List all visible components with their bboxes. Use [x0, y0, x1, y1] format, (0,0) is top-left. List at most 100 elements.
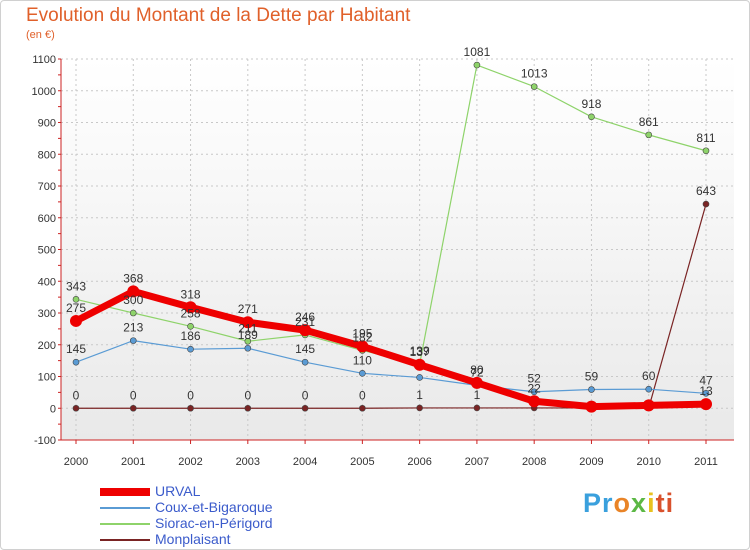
legend-label: Monplaisant	[155, 531, 231, 547]
data-point	[127, 285, 140, 298]
x-tick-label: 2007	[465, 456, 489, 468]
x-tick-label: 2001	[121, 456, 145, 468]
data-point	[416, 404, 423, 412]
legend-item: Siorac-en-Périgord	[100, 515, 360, 532]
proxiti-logo: Proxiti	[583, 488, 675, 518]
legend-item: URVAL	[100, 483, 360, 500]
data-point	[241, 316, 254, 329]
data-point	[530, 83, 538, 90]
data-label: 811	[696, 131, 715, 145]
data-point	[129, 337, 137, 344]
data-label: 643	[696, 184, 716, 198]
chart-title: Evolution du Montant de la Dette par Hab…	[26, 5, 411, 26]
data-point	[588, 386, 595, 393]
y-tick-label: -100	[34, 435, 56, 447]
data-label: 211	[238, 321, 257, 335]
y-tick-label: 700	[38, 181, 56, 193]
data-label: 60	[642, 369, 656, 383]
data-point	[702, 200, 710, 208]
y-tick-label: 200	[38, 340, 56, 352]
data-point	[72, 404, 80, 412]
data-label: 80	[470, 363, 484, 377]
data-label: 145	[295, 342, 315, 356]
data-point	[470, 376, 483, 389]
x-tick-label: 2011	[694, 456, 718, 468]
y-tick-label: 500	[38, 245, 56, 257]
data-label: 137	[410, 345, 430, 359]
x-tick-label: 2003	[236, 456, 260, 468]
data-label: 189	[238, 328, 258, 342]
data-label: 1	[416, 388, 423, 402]
data-point	[702, 390, 710, 397]
data-label: 186	[181, 329, 201, 343]
legend-label: URVAL	[155, 483, 201, 499]
data-point	[244, 337, 252, 345]
data-point	[416, 374, 423, 381]
data-point	[473, 404, 481, 412]
data-label: 300	[123, 293, 143, 307]
data-label: 182	[352, 330, 372, 344]
legend-swatch	[100, 507, 150, 509]
data-point	[244, 344, 252, 352]
x-tick-label: 2010	[636, 456, 660, 468]
data-label: 246	[295, 310, 315, 324]
data-point	[129, 309, 137, 317]
y-tick-label: 1000	[32, 86, 56, 98]
data-label: 13	[699, 384, 713, 398]
data-point	[702, 147, 710, 155]
data-point	[301, 358, 309, 366]
legend-swatch	[100, 523, 150, 525]
legend-swatch	[100, 488, 150, 496]
legend-item: Monplaisant	[100, 531, 360, 548]
data-label: 0	[302, 388, 309, 402]
data-point	[585, 400, 598, 413]
data-point	[473, 61, 481, 69]
data-point	[413, 358, 426, 371]
data-point	[359, 404, 366, 412]
data-label: 918	[581, 97, 601, 111]
data-point	[70, 314, 82, 327]
data-point	[72, 296, 80, 303]
data-label: 1013	[521, 67, 548, 81]
data-label: 271	[238, 302, 258, 316]
y-tick-label: 100	[38, 372, 56, 384]
data-label: 318	[181, 287, 201, 301]
data-label: 47	[699, 373, 713, 387]
data-label: 0	[244, 388, 251, 402]
x-tick-label: 2000	[64, 456, 88, 468]
data-point	[528, 395, 541, 408]
data-point	[530, 388, 538, 396]
legend-label: Siorac-en-Périgord	[155, 515, 273, 531]
data-point	[184, 301, 197, 314]
data-label: 110	[353, 353, 372, 367]
y-tick-label: 400	[38, 276, 56, 288]
y-tick-label: 300	[38, 308, 56, 320]
y-tick-label: 0	[50, 403, 56, 415]
y-tick-label: 1100	[32, 54, 56, 66]
legend-swatch	[100, 539, 150, 541]
data-label: 59	[585, 370, 599, 384]
x-tick-label: 2009	[579, 456, 603, 468]
legend: URVAL Coux-et-Bigaroque Siorac-en-Périgord…	[100, 483, 360, 548]
data-point	[187, 404, 194, 412]
legend-item: Coux-et-Bigaroque	[100, 499, 360, 516]
data-label: 213	[123, 321, 143, 335]
data-label: 861	[639, 115, 659, 129]
data-point	[356, 340, 369, 353]
data-point	[301, 404, 309, 412]
data-point	[645, 131, 653, 139]
data-label: 0	[73, 388, 80, 402]
data-point	[129, 404, 137, 412]
y-tick-label: 900	[38, 118, 56, 130]
data-label: 52	[528, 372, 542, 386]
data-point	[299, 324, 312, 337]
data-point	[642, 399, 655, 412]
data-label: 275	[66, 301, 86, 315]
data-label: 22	[528, 381, 542, 395]
x-tick-label: 2006	[407, 456, 431, 468]
data-label: 1	[474, 388, 481, 402]
x-tick-label: 2008	[522, 456, 546, 468]
data-label: 195	[352, 326, 372, 340]
data-label: 72	[470, 365, 484, 379]
data-label: 0	[187, 388, 194, 402]
